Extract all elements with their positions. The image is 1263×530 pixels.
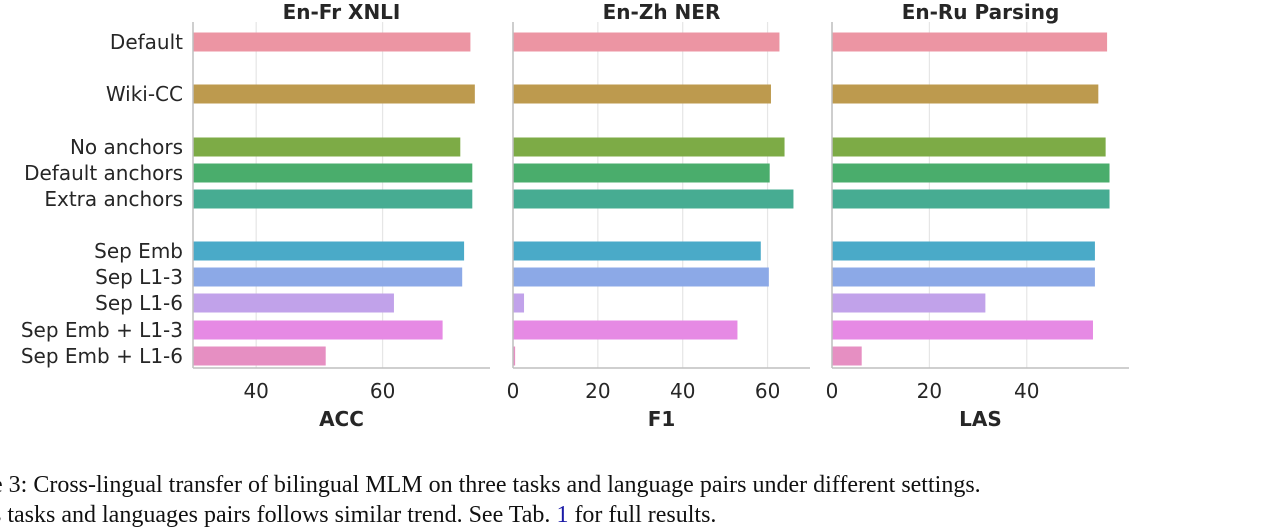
x-tick-label: 20 (585, 379, 610, 403)
caption-line-2-text: s tasks and languages pairs follows simi… (0, 502, 551, 528)
bar-f1-sep-l1-6 (513, 293, 525, 313)
x-tick-label: 40 (243, 379, 268, 403)
bar-f1-sep-emb-l1-6 (513, 346, 516, 366)
x-axis-label: F1 (648, 407, 676, 431)
bar-acc-sep-l1-6 (193, 293, 394, 313)
x-tick-label: 60 (370, 379, 395, 403)
x-tick-label: 20 (917, 379, 942, 403)
bar-las-default-anchors (832, 163, 1110, 183)
bar-chart-figure: 40 60 En-Fr XNLI ACC 0 20 40 60 En-Zh NER F1 0 20 40… (21, 0, 1129, 431)
panel-title: En-Fr XNLI (283, 0, 401, 24)
bar-f1-wiki-cc (513, 84, 771, 104)
caption-line-1: e 3: Cross-lingual transfer of bilingual… (0, 472, 981, 498)
x-tick-label: 60 (755, 379, 780, 403)
x-tick-label: 40 (1014, 379, 1039, 403)
panel-title: En-Zh NER (603, 0, 721, 24)
caption-line-2-tail: for full results. (568, 502, 717, 528)
bar-acc-default (193, 32, 471, 52)
panel-title: En-Ru Parsing (902, 0, 1060, 24)
bar-acc-sep-emb-l1-6 (193, 346, 326, 366)
bar-f1-sep-emb-l1-3 (513, 320, 738, 340)
category-label: Default (110, 30, 183, 54)
x-tick-label: 0 (826, 379, 839, 403)
bar-acc-no-anchors (193, 137, 461, 157)
bar-las-sep-l1-6 (832, 293, 986, 313)
bar-f1-default (513, 32, 780, 52)
category-label: Wiki-CC (106, 82, 183, 106)
category-label: Default anchors (24, 161, 183, 185)
category-label: Extra anchors (44, 187, 183, 211)
bar-acc-sep-emb-l1-3 (193, 320, 443, 340)
bar-acc-wiki-cc (193, 84, 475, 104)
bar-las-sep-l1-3 (832, 267, 1095, 287)
bar-las-extra-anchors (832, 189, 1110, 209)
category-label: Sep L1-6 (95, 291, 183, 315)
bar-las-sep-emb (832, 241, 1095, 261)
x-axis-label: LAS (959, 407, 1002, 431)
category-label: Sep Emb + L1-3 (21, 318, 183, 342)
x-tick-label: 0 (507, 379, 520, 403)
bar-las-wiki-cc (832, 84, 1099, 104)
table-reference-link[interactable]: 1 (556, 502, 569, 528)
bar-f1-sep-emb (513, 241, 761, 261)
category-label: No anchors (70, 135, 183, 159)
caption-line-2: s tasks and languages pairs follows simi… (0, 500, 1263, 530)
bar-f1-no-anchors (513, 137, 785, 157)
bar-las-sep-emb-l1-6 (832, 346, 862, 366)
bar-f1-default-anchors (513, 163, 770, 183)
x-tick-label: 40 (670, 379, 695, 403)
bar-las-default (832, 32, 1108, 52)
category-label: Sep L1-3 (95, 265, 183, 289)
bar-f1-extra-anchors (513, 189, 794, 209)
x-axis-label: ACC (319, 407, 364, 431)
category-label: Sep Emb (94, 239, 183, 263)
bar-las-sep-emb-l1-3 (832, 320, 1093, 340)
category-label: Sep Emb + L1-6 (21, 344, 183, 368)
bar-las-no-anchors (832, 137, 1106, 157)
bar-acc-default-anchors (193, 163, 473, 183)
bar-acc-sep-emb (193, 241, 465, 261)
bar-acc-extra-anchors (193, 189, 473, 209)
bar-acc-sep-l1-3 (193, 267, 463, 287)
figure-caption: e 3: Cross-lingual transfer of bilingual… (0, 470, 1263, 530)
bar-f1-sep-l1-3 (513, 267, 769, 287)
